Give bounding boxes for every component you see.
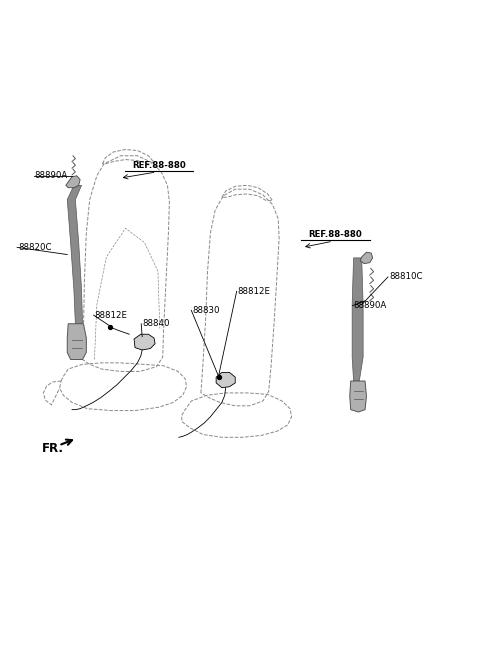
Text: 88812E: 88812E (95, 311, 128, 320)
Text: 88810C: 88810C (389, 273, 422, 281)
Text: 88820C: 88820C (18, 243, 51, 252)
Text: REF.88-880: REF.88-880 (309, 230, 362, 238)
Text: 88890A: 88890A (35, 171, 68, 180)
Polygon shape (216, 373, 235, 388)
Text: 88812E: 88812E (238, 286, 271, 296)
Text: 88840: 88840 (142, 319, 169, 328)
Polygon shape (66, 176, 80, 188)
Polygon shape (352, 258, 363, 381)
Text: FR.: FR. (42, 442, 64, 455)
Text: 88890A: 88890A (354, 301, 387, 310)
Text: 88830: 88830 (192, 306, 220, 315)
Polygon shape (67, 185, 83, 324)
Polygon shape (134, 334, 155, 350)
Text: REF.88-880: REF.88-880 (132, 160, 186, 170)
Polygon shape (360, 252, 372, 263)
Polygon shape (350, 381, 366, 412)
Polygon shape (67, 324, 86, 359)
